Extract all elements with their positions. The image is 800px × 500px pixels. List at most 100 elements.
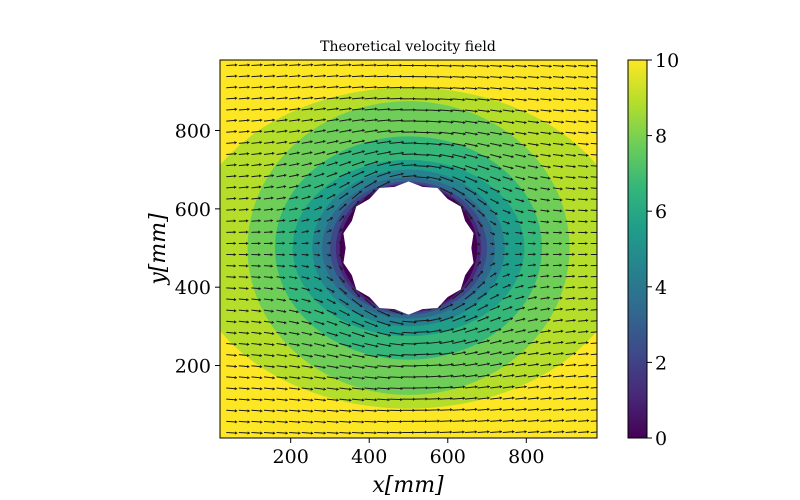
quiver-arrow bbox=[377, 139, 392, 144]
quiver-arrow bbox=[527, 284, 537, 289]
quiver-arrow bbox=[289, 331, 300, 336]
quiver-arrow bbox=[276, 151, 288, 155]
quiver-arrow bbox=[301, 206, 311, 211]
quiver-arrow bbox=[314, 420, 326, 424]
quiver-arrow bbox=[565, 307, 576, 311]
quiver-arrow bbox=[502, 165, 514, 170]
quiver-arrow bbox=[238, 420, 250, 424]
quiver-arrow bbox=[263, 331, 275, 336]
quiver-arrow bbox=[238, 140, 250, 145]
quiver-arrow bbox=[276, 398, 288, 402]
quiver-arrow bbox=[489, 231, 496, 236]
quiver-arrow bbox=[578, 252, 588, 257]
quiver-arrow bbox=[351, 354, 365, 359]
quiver-arrow bbox=[226, 320, 237, 324]
quiver-arrow bbox=[515, 64, 527, 68]
quiver-arrow bbox=[464, 198, 476, 208]
quiver-arrow bbox=[578, 285, 588, 290]
quiver-arrow bbox=[578, 396, 590, 401]
quiver-arrow bbox=[226, 129, 237, 134]
quiver-arrow bbox=[226, 375, 238, 380]
quiver-arrow bbox=[578, 419, 590, 423]
quiver-arrow bbox=[540, 351, 552, 356]
quiver-arrow bbox=[590, 187, 597, 189]
quiver-arrow bbox=[263, 140, 275, 144]
quiver-arrow bbox=[389, 63, 402, 67]
quiver-arrow bbox=[452, 75, 465, 79]
quiver-arrow bbox=[326, 331, 339, 337]
colorbar-tick-label: 2 bbox=[655, 352, 667, 374]
quiver-arrow bbox=[515, 176, 526, 181]
quiver-arrow bbox=[301, 162, 313, 167]
quiver-arrow bbox=[452, 64, 465, 68]
quiver-arrow bbox=[540, 374, 552, 378]
quiver-arrow bbox=[590, 131, 597, 134]
quiver-arrow bbox=[389, 140, 404, 144]
quiver-arrow bbox=[439, 339, 455, 344]
quiver-arrow bbox=[502, 351, 515, 356]
quiver-arrow bbox=[578, 274, 588, 279]
quiver-arrow bbox=[452, 419, 465, 423]
quiver-arrow bbox=[553, 241, 562, 246]
quiver-arrow bbox=[465, 396, 478, 400]
quiver-arrow bbox=[465, 419, 478, 423]
quiver-arrow bbox=[301, 96, 314, 100]
quiver-arrow bbox=[338, 265, 343, 271]
quiver-arrow bbox=[540, 187, 551, 191]
quiver-arrow bbox=[276, 140, 288, 144]
quiver-arrow bbox=[289, 230, 298, 234]
quiver-arrow bbox=[578, 219, 588, 224]
quiver-arrow bbox=[452, 165, 467, 171]
quiver-arrow bbox=[376, 331, 392, 337]
quiver-arrow bbox=[251, 298, 262, 302]
quiver-arrow bbox=[276, 343, 288, 347]
quiver-arrow bbox=[389, 96, 403, 101]
quiver-arrow bbox=[263, 118, 275, 122]
quiver-arrow bbox=[427, 385, 441, 390]
quiver-arrow bbox=[351, 365, 365, 370]
quiver-arrow bbox=[389, 408, 403, 413]
quiver-arrow bbox=[326, 431, 339, 435]
quiver-arrow bbox=[427, 131, 442, 135]
quiver-arrow bbox=[326, 298, 336, 304]
quiver-arrow bbox=[414, 419, 428, 423]
quiver-arrow bbox=[326, 85, 339, 89]
quiver-arrow bbox=[402, 331, 417, 335]
quiver-arrow bbox=[427, 176, 442, 182]
quiver-arrow bbox=[251, 420, 263, 424]
quiver-arrow bbox=[238, 409, 250, 413]
quiver-arrow bbox=[226, 107, 238, 111]
quiver-arrow bbox=[565, 120, 577, 124]
quiver-arrow bbox=[289, 151, 300, 155]
quiver-arrow bbox=[414, 108, 429, 112]
quiver-arrow bbox=[490, 362, 503, 367]
quiver-arrow bbox=[326, 205, 335, 211]
plot-frame bbox=[219, 59, 598, 439]
quiver-arrow bbox=[465, 407, 478, 412]
quiver-arrow bbox=[427, 86, 441, 90]
y-tick-label: 800 bbox=[175, 121, 211, 143]
quiver-arrow bbox=[527, 120, 540, 124]
quiver-arrow bbox=[502, 220, 510, 225]
quiver-arrow bbox=[565, 86, 577, 91]
quiver-arrow bbox=[427, 419, 440, 423]
quiver-arrow bbox=[590, 176, 597, 178]
quiver-arrow bbox=[452, 120, 466, 125]
quiver-arrow bbox=[452, 385, 466, 389]
quiver-arrow bbox=[314, 206, 323, 211]
quiver-arrow bbox=[402, 152, 417, 156]
quiver-arrow bbox=[565, 352, 577, 356]
quiver-arrow bbox=[251, 264, 261, 268]
quiver-arrow bbox=[226, 196, 237, 201]
quiver-arrow bbox=[464, 154, 478, 159]
quiver-arrow bbox=[339, 409, 352, 413]
colorbar-tick-label: 0 bbox=[655, 428, 667, 450]
colorbar: 0 2 4 6 8 10 bbox=[627, 50, 679, 450]
quiver-arrow bbox=[389, 431, 402, 435]
quiver-arrow bbox=[326, 253, 332, 257]
quiver-arrow bbox=[489, 272, 497, 278]
quiver-arrow bbox=[301, 264, 310, 269]
quiver-arrow bbox=[590, 409, 597, 411]
quiver-arrow bbox=[515, 340, 527, 344]
quiver-arrow bbox=[477, 165, 490, 171]
